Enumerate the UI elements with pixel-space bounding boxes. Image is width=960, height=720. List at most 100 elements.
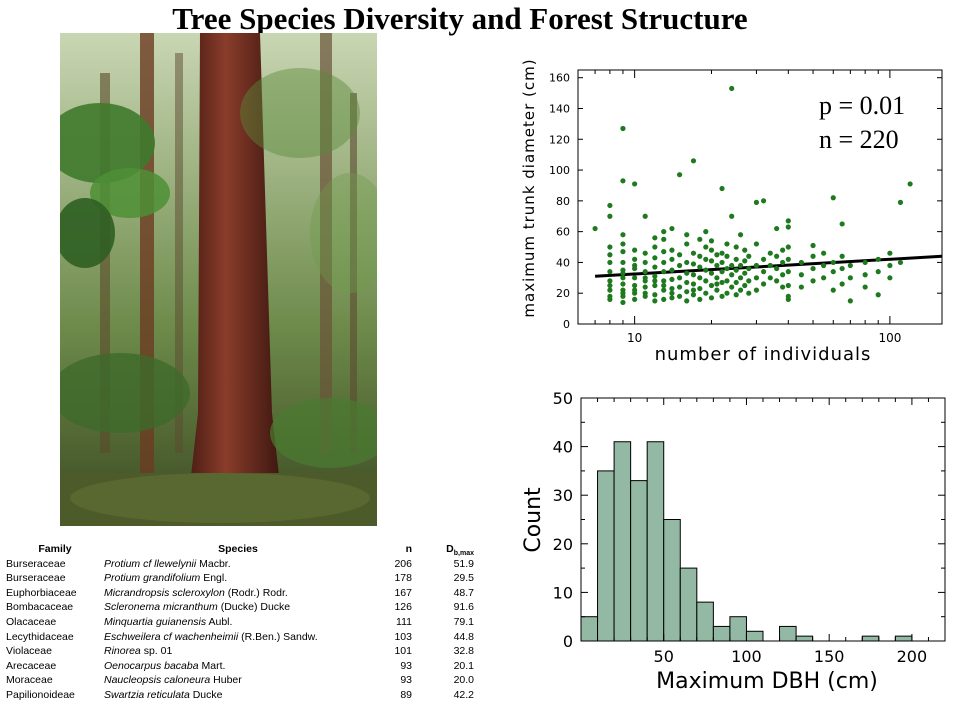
slide-title: Tree Species Diversity and Forest Struct… [172,1,748,36]
scatter-point [661,229,667,235]
scatter-point [676,252,683,258]
scatter-point [729,213,735,219]
scatter-point [669,256,675,262]
foliage [310,173,377,293]
species-author: Aubl. [206,615,233,628]
table-cell-species: Naucleopsis caloneura Huber [104,673,372,688]
scatter-point [742,282,748,289]
scatter-point [785,256,791,262]
histogram-x-ticks: 50 100 150 200 [580,398,946,666]
scatter-point [708,238,715,244]
scatter-point [607,202,613,209]
scatter-point [661,278,667,284]
scatter-point [632,256,638,262]
histogram-bar [663,519,681,642]
table-row: Moraceae Naucleopsis caloneura Huber 93 20.… [6,673,482,688]
scatter-point [767,275,773,281]
species-name: Scleronema micranthum [104,601,218,614]
histogram-bar [894,635,913,642]
scatter-y-tick-label: 80 [556,195,570,208]
scatter-point [847,262,853,269]
scatter-point [642,213,648,219]
table-cell-family: Burseraceae [6,557,66,570]
scatter-point [785,282,791,289]
scatter-point [733,279,739,286]
species-author: Ducke [189,688,223,701]
table-cell-n: 101 [394,645,412,658]
scatter-point [798,259,804,266]
histogram-bar [646,441,665,642]
scatter-point [719,293,725,299]
table-row: Lecythidaceae Eschweilera cf wachenheimii… [6,630,482,645]
scatter-point [780,284,786,290]
table-cell-dmax: 20.1 [453,659,474,672]
scatter-point [774,225,780,232]
table-cell-species: Scleronema micranthum (Ducke) Ducke [104,600,372,615]
thin-trunk [100,73,110,453]
scatter-point [737,287,744,293]
scatter-point [767,250,773,256]
scatter-point [821,250,827,256]
scatter-point [810,242,816,249]
scatter-point [719,250,725,256]
scatter-point [719,259,725,266]
species-name: Micrandropsis scleroxylon [104,586,225,599]
table-header-row: Family Species n Db,max [6,542,482,557]
scatter-point [737,262,744,269]
scatter-point [753,241,760,247]
scatter-point [607,244,613,250]
scatter-y-tick-label: 160 [549,72,570,85]
scatter-point [719,269,725,275]
scatter-point [746,290,752,296]
species-name: Minquartia guianensis [104,615,207,628]
scatter-point [753,275,760,281]
scatter-chart: maximum trunk diameter (cm) number of in… [520,58,943,365]
scatter-point [684,241,690,247]
scatter-points [592,85,913,306]
scatter-point [690,272,697,278]
scatter-point [652,235,658,241]
scatter-point [785,224,791,230]
scatter-y-tick-label: 140 [549,102,570,115]
scatter-point [887,262,893,269]
scatter-point [830,269,836,275]
table-row: Burseraceae Protium grandifolium Engl. 178… [6,571,482,586]
foliage [60,198,115,268]
scatter-point [714,262,720,269]
scatter-point [733,244,739,250]
scatter-point [697,275,703,281]
scatter-point [661,287,667,293]
species-author: (Ducke) Ducke [217,601,291,614]
scatter-point [887,275,893,281]
histogram-bar [630,480,648,642]
scatter-point [690,292,697,298]
scatter-point [652,292,658,298]
foliage [270,398,377,468]
scatter-point [753,287,760,293]
species-table: Family Species n Db,max Burseraceae Proti… [6,542,482,703]
scatter-y-axis-label: maximum trunk diameter (cm) [520,58,538,317]
scatter-point [620,232,626,238]
table-cell-dmax: 29.5 [453,572,474,585]
scatter-point [620,125,626,132]
scatter-point [746,253,752,259]
species-name: Protium cf llewelynii [104,557,197,570]
scatter-point [907,181,913,187]
scatter-point [760,269,767,275]
histogram-x-axis-label: Maximum DBH (cm) [656,669,878,694]
species-name: Rinorea [104,645,141,658]
scatter-x-tick-label: 100 [878,331,901,345]
scatter-point [652,298,658,304]
scatter-point [703,267,709,273]
scatter-point [632,275,638,281]
table-cell-species: Protium grandifolium Engl. [104,571,372,586]
species-name: Swartzia reticulata [104,688,190,701]
scatter-y-tick-label: 60 [556,226,570,239]
scatter-point [669,285,675,292]
scatter-point [684,232,690,238]
scatter-point [632,296,638,302]
scatter-point [676,172,683,178]
table-cell-dmax: 20.0 [453,674,474,687]
histogram-bars [580,441,913,642]
histogram-bar [729,616,747,642]
